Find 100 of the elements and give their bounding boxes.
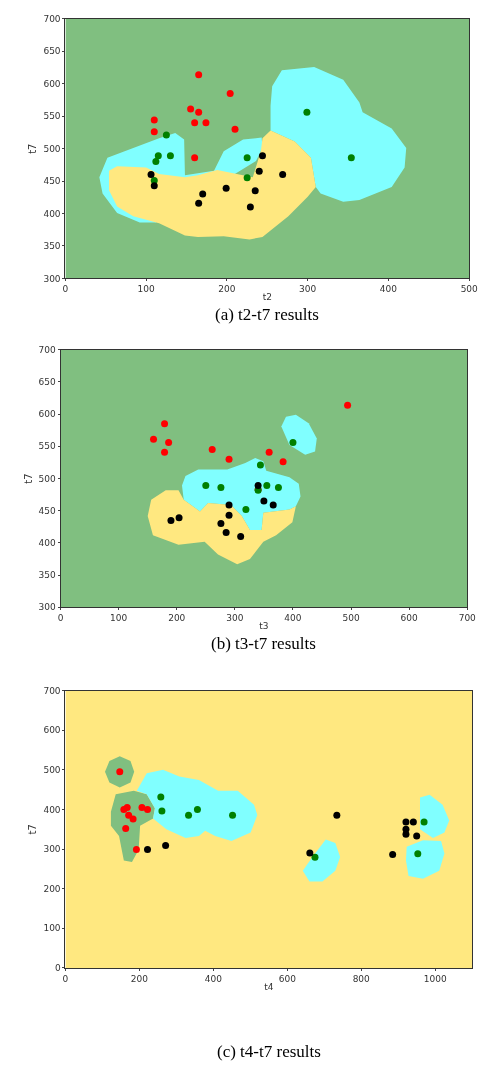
x-tick-label: 0 bbox=[62, 973, 69, 984]
y-axis-title: t7 bbox=[27, 824, 39, 835]
y-tick-label: 400 bbox=[43, 804, 61, 815]
point bbox=[420, 818, 428, 826]
x-tick-label: 400 bbox=[379, 284, 398, 295]
y-tick-label: 300 bbox=[43, 273, 61, 284]
point bbox=[167, 516, 175, 524]
point bbox=[311, 853, 319, 861]
text: (b) t3-t7 results bbox=[211, 634, 316, 653]
y-tick-label: 400 bbox=[38, 538, 57, 549]
y-tick-label: 550 bbox=[43, 111, 61, 122]
point bbox=[122, 824, 130, 832]
y-tick-label: 350 bbox=[38, 570, 57, 581]
point bbox=[237, 532, 245, 540]
x-tick-label: 1000 bbox=[423, 973, 447, 984]
point bbox=[222, 184, 230, 192]
point bbox=[199, 190, 207, 198]
point bbox=[414, 850, 422, 858]
point bbox=[161, 420, 169, 428]
text: (c) t4-t7 results bbox=[217, 1042, 321, 1061]
y-tick-label: 0 bbox=[54, 963, 61, 974]
point bbox=[175, 514, 183, 522]
point bbox=[389, 851, 397, 859]
point bbox=[263, 482, 271, 490]
point bbox=[225, 455, 233, 463]
point bbox=[152, 158, 160, 166]
y-tick-label: 600 bbox=[43, 78, 61, 89]
y-tick-label: 700 bbox=[43, 14, 61, 25]
point bbox=[274, 484, 282, 492]
y-tick-label: 700 bbox=[38, 344, 57, 355]
point bbox=[217, 520, 225, 528]
x-tick-label: 400 bbox=[204, 973, 223, 984]
point bbox=[344, 401, 352, 409]
point bbox=[150, 128, 158, 136]
y-tick-label: 100 bbox=[43, 923, 61, 934]
x-tick-label: 300 bbox=[226, 613, 244, 624]
x-tick-label: 300 bbox=[299, 284, 317, 295]
point bbox=[243, 154, 251, 162]
point bbox=[208, 446, 216, 454]
y-tick-label: 650 bbox=[38, 377, 57, 388]
point bbox=[246, 203, 254, 211]
point bbox=[243, 174, 251, 182]
point bbox=[193, 805, 201, 813]
x-axis-title: t2 bbox=[262, 292, 272, 303]
point bbox=[129, 815, 137, 823]
y-tick-label: 500 bbox=[43, 764, 61, 775]
y-tick-label: 500 bbox=[38, 473, 57, 484]
y-tick-label: 300 bbox=[38, 602, 57, 613]
y-axis-title: t7 bbox=[22, 473, 34, 484]
point bbox=[333, 811, 341, 819]
point bbox=[138, 803, 146, 811]
x-tick-label: 500 bbox=[342, 613, 360, 624]
x-tick-label: 0 bbox=[62, 284, 69, 295]
point bbox=[195, 199, 203, 207]
point bbox=[402, 830, 410, 838]
point bbox=[229, 811, 237, 819]
x-tick-label: 700 bbox=[458, 613, 477, 624]
x-tick-label: 200 bbox=[130, 973, 149, 984]
point bbox=[185, 811, 193, 819]
y-tick-label: 200 bbox=[43, 883, 61, 894]
point bbox=[225, 501, 233, 509]
point bbox=[260, 497, 268, 505]
point bbox=[162, 131, 170, 139]
x-tick-label: 100 bbox=[137, 284, 156, 295]
point bbox=[303, 108, 311, 116]
point bbox=[222, 529, 230, 537]
point bbox=[251, 187, 259, 195]
point bbox=[150, 116, 158, 124]
x-tick-label: 100 bbox=[110, 613, 128, 624]
y-tick-label: 650 bbox=[43, 46, 61, 57]
point bbox=[269, 501, 277, 509]
x-tick-label: 600 bbox=[400, 613, 419, 624]
point bbox=[147, 171, 155, 179]
point bbox=[150, 435, 158, 443]
point bbox=[191, 119, 199, 127]
x-axis-title: t3 bbox=[259, 620, 269, 631]
point bbox=[225, 511, 233, 519]
point bbox=[242, 505, 250, 513]
x-tick-label: 500 bbox=[460, 284, 479, 295]
y-tick-label: 450 bbox=[43, 176, 61, 187]
point bbox=[165, 438, 173, 446]
point bbox=[306, 849, 314, 857]
x-tick-label: 200 bbox=[218, 284, 236, 295]
y-axis-title: t7 bbox=[27, 143, 39, 154]
point bbox=[226, 89, 234, 97]
y-tick-label: 300 bbox=[43, 844, 61, 855]
point bbox=[265, 448, 273, 456]
point bbox=[202, 482, 210, 490]
x-tick-label: 800 bbox=[352, 973, 371, 984]
y-tick-label: 600 bbox=[38, 409, 57, 420]
point bbox=[413, 832, 421, 840]
point bbox=[255, 167, 263, 175]
point bbox=[162, 841, 170, 849]
x-axis-title: t4 bbox=[264, 981, 274, 992]
point bbox=[347, 154, 355, 162]
point bbox=[144, 845, 151, 853]
point bbox=[217, 484, 225, 492]
point bbox=[402, 818, 410, 826]
point bbox=[144, 805, 151, 813]
point bbox=[154, 152, 162, 160]
